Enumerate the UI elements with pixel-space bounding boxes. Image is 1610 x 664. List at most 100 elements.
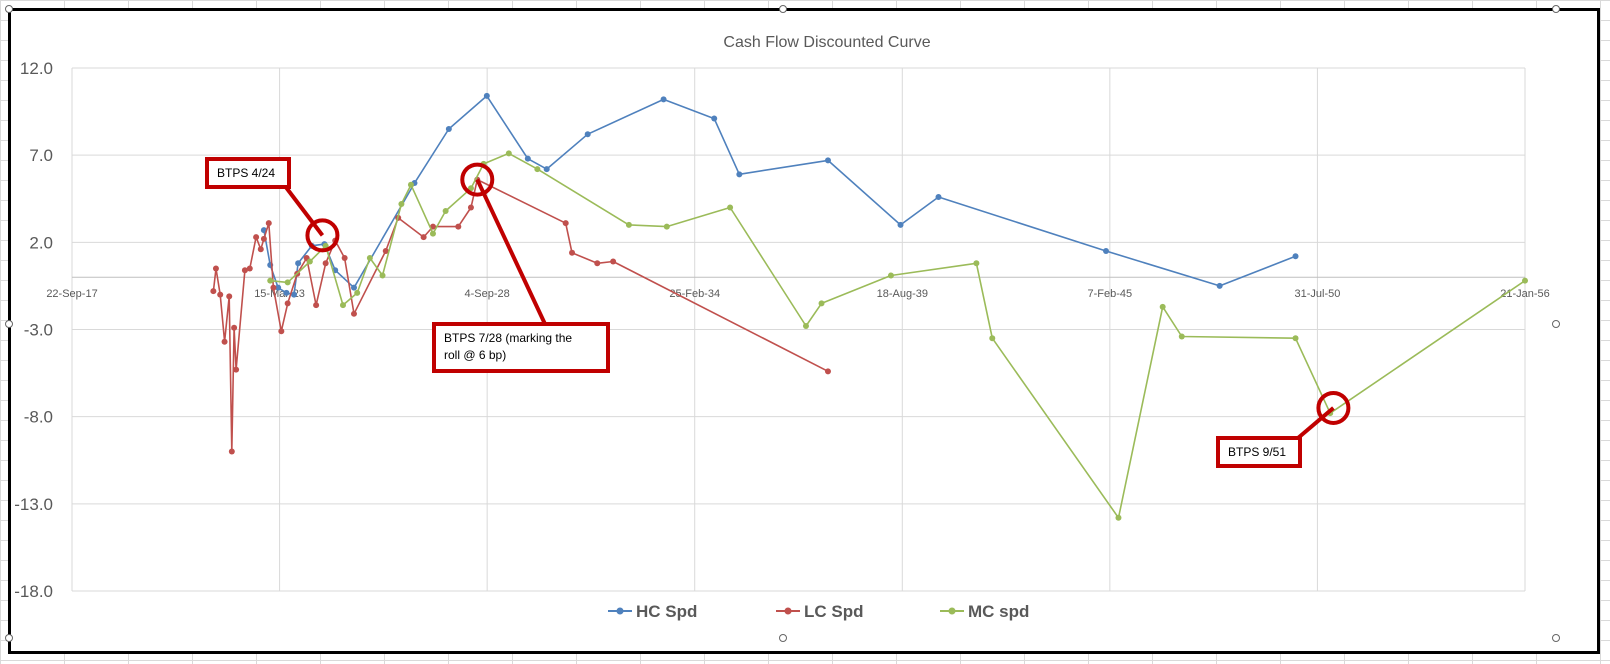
data-point-mc-spd	[887, 272, 894, 279]
series-mc-spd	[267, 150, 1528, 521]
data-point-mc-spd	[322, 242, 329, 249]
data-point-lc-spd	[322, 260, 329, 267]
data-point-lc-spd	[569, 249, 576, 256]
data-point-mc-spd	[973, 260, 980, 267]
gridlines	[71, 67, 1526, 592]
data-point-lc-spd	[284, 300, 291, 307]
callout-text: BTPS 9/51	[1228, 445, 1286, 459]
data-point-hc-spd	[295, 260, 302, 267]
callout-box	[205, 157, 291, 189]
resize-handle-top-left[interactable]	[5, 5, 13, 13]
resize-handle-top-center[interactable]	[779, 5, 787, 13]
y-tick-label: -18.0	[14, 582, 53, 601]
data-point-lc-spd	[217, 291, 224, 298]
data-point-mc-spd	[379, 272, 386, 279]
data-point-lc-spd	[226, 293, 233, 300]
y-tick-label: -3.0	[24, 321, 53, 340]
data-point-mc-spd	[505, 150, 512, 157]
data-point-lc-spd	[824, 368, 831, 375]
data-point-mc-spd	[284, 279, 291, 286]
axes: 12.07.02.0-3.0-8.0-13.0-18.022-Sep-17 15-…	[14, 59, 1550, 601]
legend-label: HC Spd	[636, 602, 697, 621]
data-point-hc-spd	[1103, 248, 1110, 255]
data-point-lc-spd	[467, 204, 474, 211]
chart-frame[interactable]	[8, 8, 1600, 654]
callout-text: BTPS 4/24	[217, 166, 275, 180]
callout-text: roll @ 6 bp)	[444, 348, 506, 362]
data-point-mc-spd	[727, 204, 734, 211]
data-point-mc-spd	[429, 230, 436, 237]
y-tick-label: -8.0	[24, 408, 53, 427]
data-point-mc-spd	[267, 277, 274, 284]
data-point-hc-spd	[275, 284, 282, 291]
data-point-lc-spd	[265, 220, 272, 227]
data-point-lc-spd	[260, 235, 267, 242]
x-tick-label: 7-Feb-45	[1088, 288, 1133, 300]
legend-item-mc-spd: MC spd	[940, 602, 1029, 621]
data-point-lc-spd	[278, 328, 285, 335]
data-point-hc-spd	[935, 194, 942, 201]
data-point-lc-spd	[270, 284, 277, 291]
data-point-hc-spd	[584, 131, 591, 138]
data-point-mc-spd	[306, 258, 313, 265]
data-point-lc-spd	[228, 448, 235, 455]
series-line-lc-spd	[212, 178, 829, 453]
resize-handle-bottom-right[interactable]	[1552, 634, 1560, 642]
data-point-mc-spd	[398, 200, 405, 207]
callout-circle	[1316, 390, 1351, 425]
x-tick-label: 21-Jan-56	[1500, 288, 1550, 300]
callout-circle	[305, 218, 340, 253]
data-point-mc-spd	[339, 302, 346, 309]
legend-item-lc-spd: LC Spd	[776, 602, 864, 621]
data-point-mc-spd	[354, 289, 361, 296]
legend-marker	[616, 607, 624, 615]
data-point-mc-spd	[663, 223, 670, 230]
data-point-hc-spd	[483, 92, 490, 99]
resize-handle-bottom-center[interactable]	[779, 634, 787, 642]
data-point-hc-spd	[1292, 253, 1299, 260]
callout-pointer	[283, 184, 325, 237]
data-point-mc-spd	[366, 255, 373, 262]
callout-circle	[460, 162, 495, 197]
legend-marker	[948, 607, 956, 615]
x-tick-label: 18-Aug-39	[877, 288, 928, 300]
data-point-lc-spd	[231, 324, 238, 331]
data-point-mc-spd	[989, 335, 996, 342]
data-point-lc-spd	[562, 220, 569, 227]
resize-handle-bottom-left[interactable]	[5, 634, 13, 642]
y-tick-label: 2.0	[29, 233, 53, 252]
data-point-mc-spd	[1115, 514, 1122, 521]
data-point-mc-spd	[407, 181, 414, 188]
data-point-mc-spd	[1159, 303, 1166, 310]
legend-label: LC Spd	[804, 602, 864, 621]
data-point-lc-spd	[429, 223, 436, 230]
series-line-hc-spd	[263, 95, 1296, 296]
data-point-mc-spd	[534, 166, 541, 173]
data-point-mc-spd	[625, 221, 632, 228]
resize-handle-left[interactable]	[5, 320, 13, 328]
legend-label: MC spd	[968, 602, 1029, 621]
data-point-hc-spd	[445, 126, 452, 133]
resize-handle-top-right[interactable]	[1552, 5, 1560, 13]
y-tick-label: 7.0	[29, 146, 53, 165]
series-lines	[210, 92, 1528, 521]
data-point-mc-spd	[467, 185, 474, 192]
annotations: BTPS 4/24 BTPS 7/28 (marking the roll @ 6 …	[205, 157, 1351, 468]
data-point-hc-spd	[660, 96, 667, 103]
chart-title: Cash Flow Discounted Curve	[723, 34, 930, 51]
data-point-lc-spd	[233, 366, 240, 373]
data-point-lc-spd	[241, 267, 248, 274]
data-point-lc-spd	[455, 223, 462, 230]
data-point-lc-spd	[610, 258, 617, 265]
resize-handle-right[interactable]	[1552, 320, 1560, 328]
data-point-hc-spd	[543, 166, 550, 173]
data-point-lc-spd	[253, 234, 260, 241]
data-point-lc-spd	[212, 265, 219, 272]
data-point-lc-spd	[313, 302, 320, 309]
callout-text: BTPS 7/28 (marking the	[444, 331, 572, 345]
data-point-hc-spd	[350, 284, 357, 291]
data-point-lc-spd	[594, 260, 601, 267]
data-point-lc-spd	[221, 338, 228, 345]
x-tick-label: 4-Sep-28	[465, 288, 510, 300]
x-tick-label: 22-Sep-17	[46, 288, 97, 300]
